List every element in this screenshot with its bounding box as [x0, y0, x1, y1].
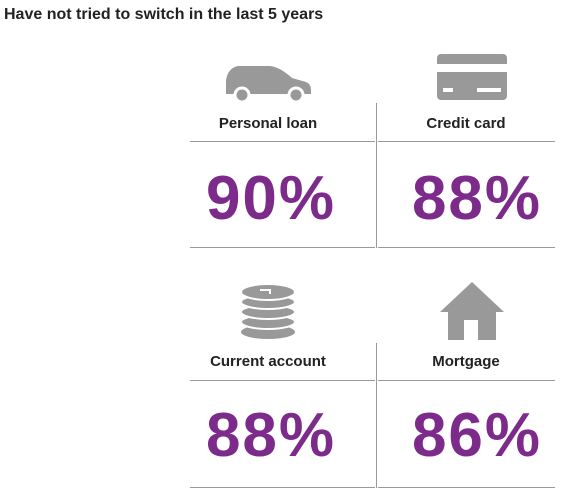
item-value: 90%	[205, 164, 337, 233]
item-label: Current account	[210, 353, 326, 370]
divider	[190, 141, 375, 142]
item-value: 88%	[411, 164, 543, 233]
divider	[378, 247, 555, 248]
divider	[190, 380, 375, 381]
coins-icon	[240, 283, 296, 339]
item-value: 88%	[205, 401, 337, 470]
car-icon	[226, 66, 311, 104]
card-icon	[437, 54, 507, 100]
item-value: 86%	[411, 401, 543, 470]
divider	[190, 487, 375, 488]
item-label: Credit card	[426, 115, 506, 132]
divider	[190, 247, 375, 248]
divider	[378, 380, 555, 381]
divider	[376, 103, 377, 248]
title: Have not tried to switch in the last 5 y…	[4, 6, 324, 23]
divider	[378, 487, 555, 488]
divider	[378, 141, 555, 142]
item-label: Mortgage	[432, 353, 500, 370]
item-label: Personal loan	[218, 115, 318, 132]
divider	[376, 343, 377, 488]
house-icon	[440, 282, 504, 340]
